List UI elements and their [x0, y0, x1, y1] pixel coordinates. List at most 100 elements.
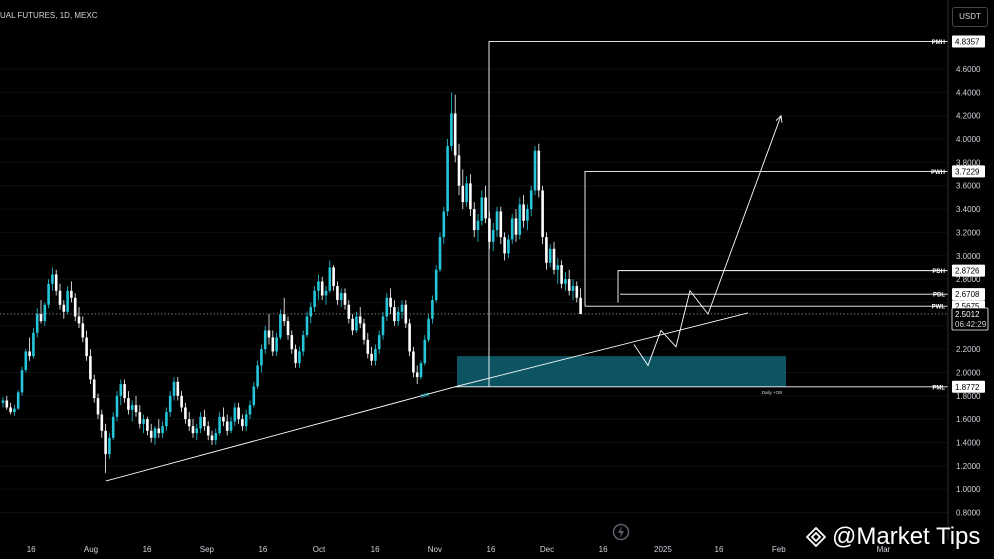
- level-value: 2.6708: [955, 290, 980, 299]
- binance-diamond-icon: [806, 527, 826, 547]
- candle-body: [457, 155, 461, 186]
- candle-body: [351, 318, 354, 331]
- candle-body: [168, 395, 172, 413]
- candle: [564, 272, 567, 291]
- time-axis[interactable]: 16 Aug 16 Sep 16 Oct 16 Nov 16 Dec 16 2025 16 Feb Mar: [27, 545, 891, 554]
- candle-body: [92, 379, 96, 399]
- candle: [111, 412, 115, 441]
- candle-body: [66, 290, 69, 312]
- candle-body: [453, 113, 457, 156]
- candle: [328, 260, 332, 294]
- candle: [96, 393, 100, 420]
- candle-body: [279, 314, 282, 338]
- projection-arrowhead: [775, 114, 783, 123]
- candle-body: [484, 197, 487, 219]
- price-tick-label: 3.8000: [956, 158, 981, 167]
- candle-body: [271, 337, 275, 352]
- candle-body: [503, 237, 506, 254]
- candle-body: [552, 248, 556, 270]
- candle: [146, 416, 149, 436]
- candle: [427, 314, 430, 343]
- drawings: [0, 41, 948, 482]
- candle-body: [317, 281, 320, 291]
- candle: [457, 143, 461, 196]
- time-tick-label: 16: [258, 545, 267, 554]
- candle: [134, 395, 138, 417]
- candle: [423, 335, 427, 366]
- candle-body: [385, 297, 389, 317]
- level-value: 1.8772: [955, 383, 980, 392]
- candle-body: [339, 293, 343, 301]
- price-tick-label: 4.4000: [956, 88, 981, 97]
- candle: [556, 258, 560, 284]
- candle: [552, 241, 556, 275]
- candle-body: [237, 407, 240, 420]
- candle: [108, 433, 111, 459]
- candle-body: [347, 304, 351, 319]
- candle: [161, 421, 164, 438]
- level-value: 4.8357: [955, 38, 980, 47]
- candle-body: [165, 412, 168, 427]
- candle-body: [203, 416, 206, 427]
- candle: [275, 332, 278, 357]
- currency-button[interactable]: USDT: [952, 7, 988, 27]
- candle-body: [39, 314, 43, 322]
- time-tick-label: 2025: [654, 545, 672, 554]
- candle-body: [5, 400, 9, 408]
- candle-body: [195, 428, 199, 434]
- candle: [176, 377, 180, 401]
- candle: [252, 381, 256, 408]
- level-value: 2.8726: [955, 267, 980, 276]
- candle: [560, 260, 563, 289]
- candle-body: [146, 419, 149, 431]
- candle: [214, 428, 218, 445]
- candle-body: [564, 279, 567, 284]
- price-tick-label: 2.8000: [956, 275, 981, 284]
- candle: [431, 295, 434, 324]
- candle: [522, 195, 525, 228]
- candle-body: [396, 311, 400, 322]
- candle: [450, 92, 453, 151]
- candle: [165, 407, 168, 431]
- candle: [9, 402, 12, 415]
- candle: [241, 414, 244, 431]
- candle: [381, 311, 385, 340]
- candle-body: [96, 398, 100, 415]
- price-tick-label: 2.2000: [956, 345, 981, 354]
- candle: [503, 232, 506, 261]
- candle-body: [408, 323, 411, 352]
- candle: [567, 269, 571, 296]
- order-block-zone: [457, 356, 786, 387]
- candle: [339, 288, 343, 308]
- candle-body: [560, 265, 563, 284]
- candle: [377, 330, 381, 354]
- candle: [491, 223, 495, 252]
- time-tick-label: 16: [143, 545, 152, 554]
- candle-body: [355, 316, 358, 331]
- candle-body: [176, 381, 180, 396]
- watermark-brand: @Market Tips: [806, 522, 980, 552]
- candle-body: [541, 190, 544, 238]
- candle: [355, 311, 358, 333]
- candle: [233, 402, 237, 427]
- candle: [484, 185, 487, 224]
- candle: [575, 281, 579, 303]
- candle: [229, 416, 233, 434]
- candle: [1, 396, 5, 408]
- candle-body: [248, 405, 252, 415]
- candle-body: [233, 407, 237, 422]
- candle: [434, 265, 438, 303]
- candle: [279, 309, 282, 340]
- candle-body: [20, 370, 24, 393]
- candle-body: [241, 419, 244, 427]
- price-tick-label: 3.4000: [956, 205, 981, 214]
- time-tick-label: 16: [27, 545, 36, 554]
- time-tick-label: 16: [599, 545, 608, 554]
- candle: [385, 293, 389, 322]
- candle-body: [567, 279, 571, 291]
- candle-body: [263, 330, 267, 350]
- symbol-title: UAL FUTURES, 1D, MEXC: [0, 11, 98, 20]
- price-tick-label: 1.2000: [956, 462, 981, 471]
- candle: [476, 213, 480, 242]
- candle: [537, 143, 541, 198]
